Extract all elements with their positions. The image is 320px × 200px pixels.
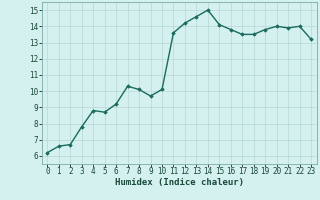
X-axis label: Humidex (Indice chaleur): Humidex (Indice chaleur) — [115, 178, 244, 187]
